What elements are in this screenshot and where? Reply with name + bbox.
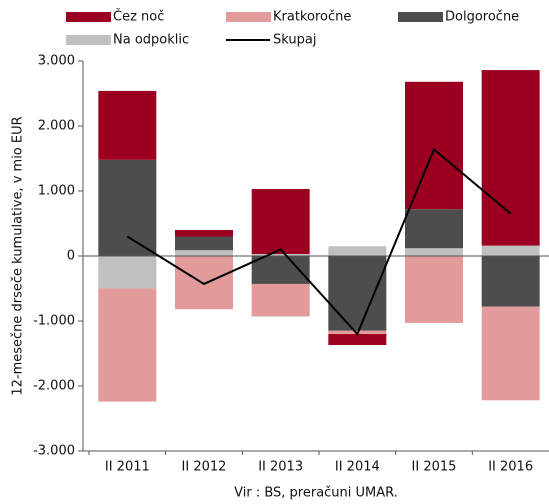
legend-label: Skupaj xyxy=(273,33,316,48)
bar xyxy=(481,306,540,401)
legend-label: Čez noč xyxy=(113,9,164,25)
x-tick-label: II 2013 xyxy=(258,460,303,475)
bar xyxy=(405,81,463,210)
bar xyxy=(251,189,310,255)
y-axis-title: 12-mesečne drseče kumulative, v mio EUR xyxy=(11,116,26,395)
legend-swatch xyxy=(66,35,111,45)
source-note: Vir : BS, preračuni UMAR. xyxy=(234,486,398,501)
bar xyxy=(405,256,463,323)
bar xyxy=(175,230,233,237)
bar xyxy=(328,334,387,346)
bar xyxy=(98,288,157,402)
bar xyxy=(405,248,463,256)
x-tick-label: II 2012 xyxy=(182,460,227,475)
legend-swatch xyxy=(226,12,271,22)
bar xyxy=(98,90,157,160)
y-tick-label: -2.000 xyxy=(33,379,75,394)
bar xyxy=(481,245,540,256)
bar xyxy=(175,236,233,251)
bar xyxy=(98,159,157,256)
bar xyxy=(481,70,540,246)
y-tick-label: 3.000 xyxy=(38,54,75,69)
x-tick-label: II 2011 xyxy=(105,460,150,475)
x-tick-label: II 2015 xyxy=(412,460,457,475)
legend-swatch xyxy=(66,12,111,22)
bar xyxy=(175,256,233,310)
y-tick-label: 1.000 xyxy=(38,184,75,199)
bar xyxy=(175,250,233,256)
bar xyxy=(328,246,387,256)
legend-label: Dolgoročne xyxy=(445,10,519,25)
bar xyxy=(251,283,310,317)
legend-swatch xyxy=(398,12,443,22)
y-tick-label: 2.000 xyxy=(38,119,75,134)
x-tick-label: II 2016 xyxy=(488,460,533,475)
legend-label: Kratkoročne xyxy=(273,10,351,25)
legend-label: Na odpoklic xyxy=(113,33,189,48)
bar xyxy=(328,256,387,331)
y-tick-label: 0 xyxy=(67,249,75,264)
y-tick-label: -1.000 xyxy=(33,314,75,329)
x-tick-label: II 2014 xyxy=(335,460,380,475)
line xyxy=(126,147,512,336)
bar xyxy=(251,254,310,256)
y-tick-label: -3.000 xyxy=(33,444,75,459)
bar xyxy=(251,256,310,284)
bar xyxy=(405,209,463,249)
bar xyxy=(98,256,157,289)
bar xyxy=(481,256,540,307)
